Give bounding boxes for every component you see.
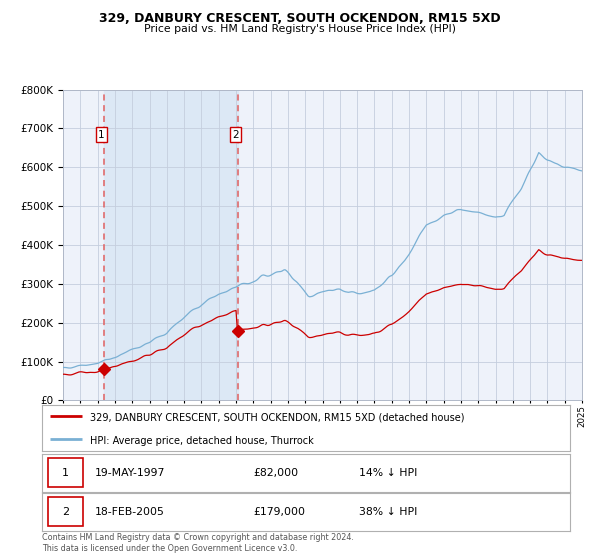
Text: Contains HM Land Registry data © Crown copyright and database right 2024.
This d: Contains HM Land Registry data © Crown c… bbox=[42, 533, 354, 553]
Text: £179,000: £179,000 bbox=[253, 507, 305, 517]
Text: 329, DANBURY CRESCENT, SOUTH OCKENDON, RM15 5XD (detached house): 329, DANBURY CRESCENT, SOUTH OCKENDON, R… bbox=[89, 413, 464, 423]
Text: 19-MAY-1997: 19-MAY-1997 bbox=[95, 468, 165, 478]
Text: 38% ↓ HPI: 38% ↓ HPI bbox=[359, 507, 417, 517]
Text: 2: 2 bbox=[62, 507, 69, 517]
Text: 1: 1 bbox=[98, 130, 105, 139]
Text: HPI: Average price, detached house, Thurrock: HPI: Average price, detached house, Thur… bbox=[89, 436, 313, 446]
Text: 2: 2 bbox=[232, 130, 239, 139]
Text: 1: 1 bbox=[62, 468, 69, 478]
Bar bbox=[104, 90, 238, 400]
Text: £82,000: £82,000 bbox=[253, 468, 298, 478]
FancyBboxPatch shape bbox=[49, 497, 83, 526]
Text: Price paid vs. HM Land Registry's House Price Index (HPI): Price paid vs. HM Land Registry's House … bbox=[144, 24, 456, 34]
Text: 18-FEB-2005: 18-FEB-2005 bbox=[95, 507, 164, 517]
Text: 329, DANBURY CRESCENT, SOUTH OCKENDON, RM15 5XD: 329, DANBURY CRESCENT, SOUTH OCKENDON, R… bbox=[99, 12, 501, 25]
FancyBboxPatch shape bbox=[49, 458, 83, 487]
Text: 14% ↓ HPI: 14% ↓ HPI bbox=[359, 468, 417, 478]
